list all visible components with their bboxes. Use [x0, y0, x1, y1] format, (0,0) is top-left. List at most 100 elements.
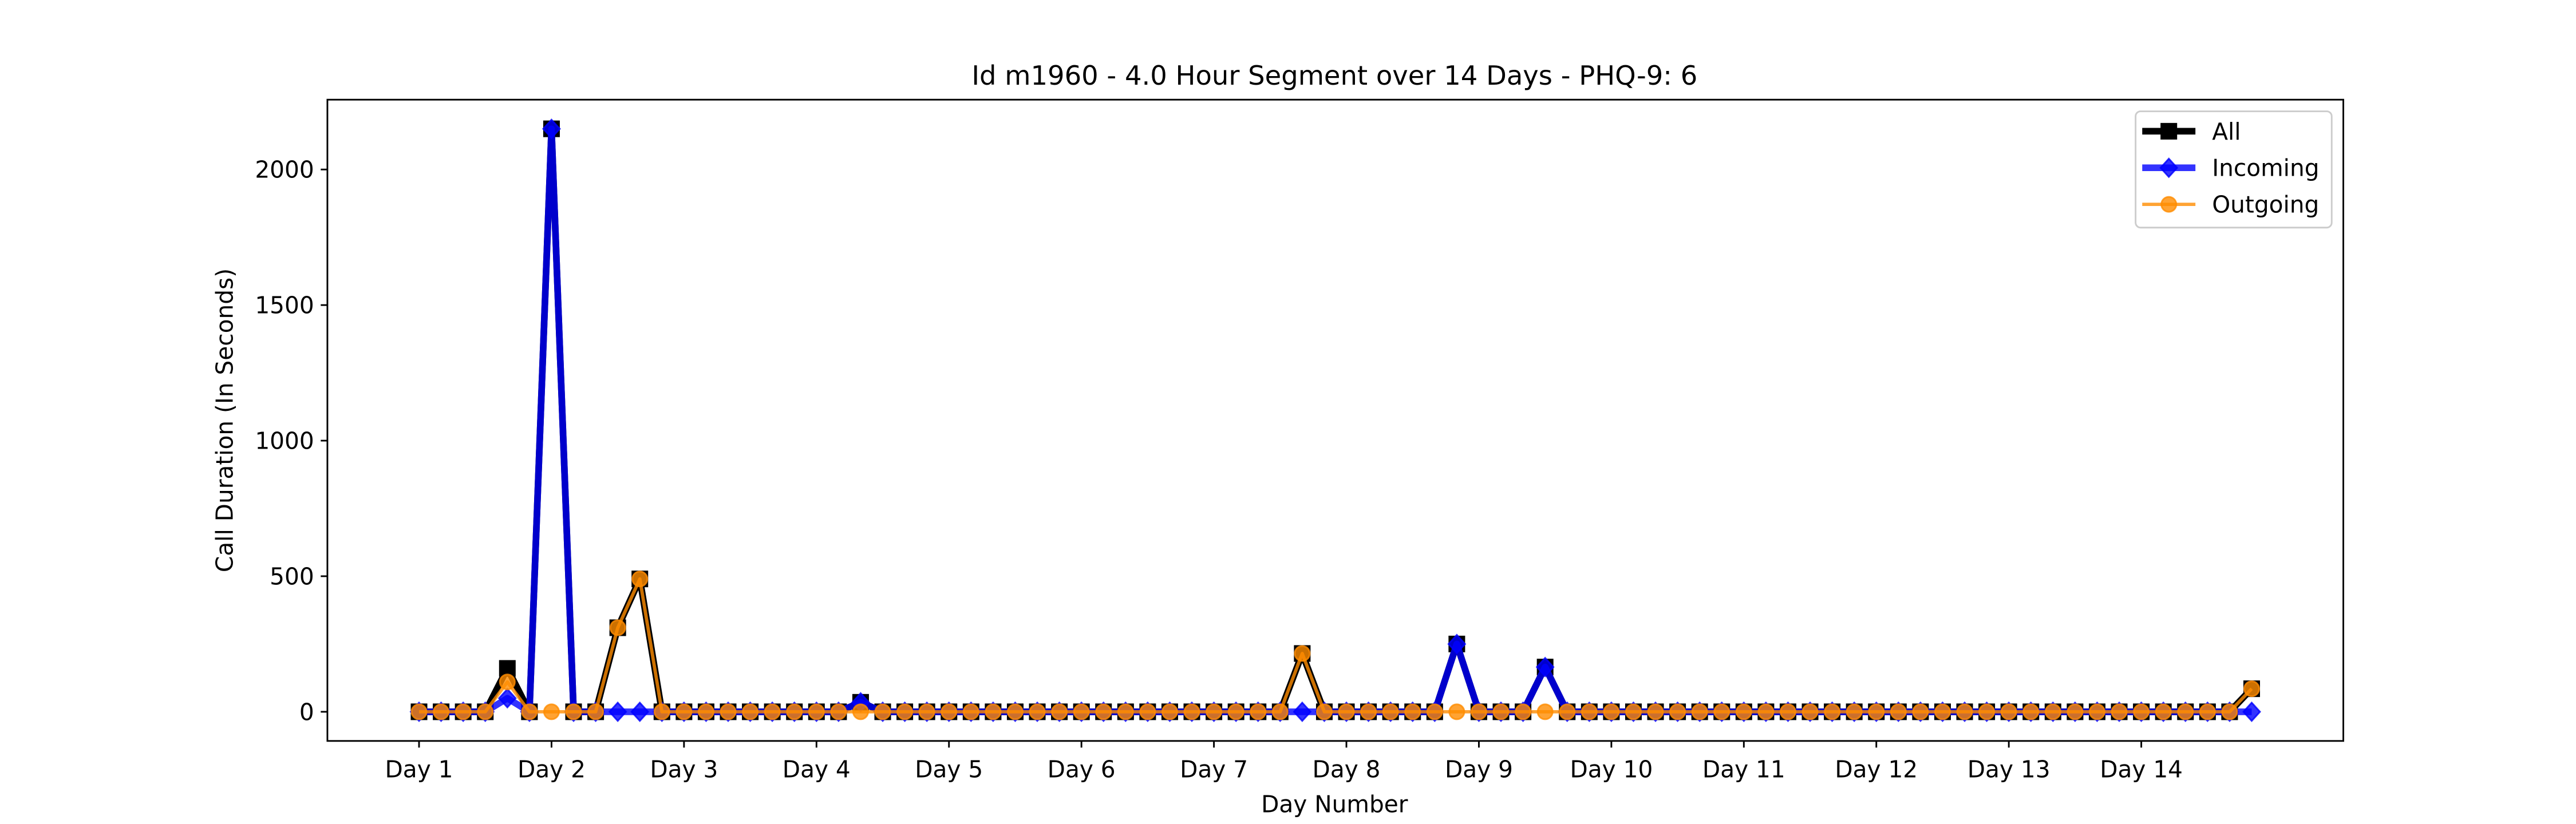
legend-label: All	[2212, 118, 2241, 145]
marker-circle	[2243, 680, 2260, 698]
marker-circle	[830, 703, 847, 720]
marker-circle	[1161, 703, 1178, 720]
x-tick-label: Day 11	[1702, 756, 1785, 783]
marker-circle	[433, 703, 450, 720]
marker-circle	[2155, 703, 2172, 720]
marker-circle	[1271, 703, 1289, 720]
marker-diamond	[2159, 157, 2179, 179]
marker-circle	[720, 703, 737, 720]
marker-circle	[764, 703, 781, 720]
plot-frame	[326, 98, 2344, 742]
marker-circle	[697, 703, 714, 720]
marker-circle	[1360, 703, 1377, 720]
marker-circle	[1029, 703, 1046, 720]
marker-circle	[410, 703, 428, 720]
marker-circle	[1801, 703, 1819, 720]
marker-circle	[1757, 703, 1775, 720]
marker-diamond	[497, 688, 517, 709]
marker-circle	[1824, 703, 1841, 720]
marker-circle	[2133, 703, 2150, 720]
marker-diamond	[2242, 701, 2261, 723]
series-2	[410, 571, 2260, 720]
x-tick-label: Day 14	[2100, 756, 2183, 783]
marker-circle	[1338, 703, 1355, 720]
marker-circle	[1515, 703, 1532, 720]
marker-circle	[1206, 703, 1223, 720]
marker-circle	[1294, 645, 1311, 662]
marker-circle	[1978, 703, 1996, 720]
marker-circle	[1868, 703, 1885, 720]
marker-circle	[2067, 703, 2084, 720]
marker-circle	[521, 703, 538, 720]
x-tick-label: Day 10	[1570, 756, 1653, 783]
marker-circle	[1250, 703, 1267, 720]
marker-circle	[675, 703, 693, 720]
marker-circle	[1051, 703, 1068, 720]
marker-circle	[1603, 703, 1620, 720]
x-tick-label: Day 2	[517, 756, 586, 783]
marker-circle	[477, 703, 494, 720]
x-tick-label: Day 4	[783, 756, 851, 783]
marker-circle	[1382, 703, 1399, 720]
legend-box	[2135, 110, 2333, 229]
marker-circle	[742, 703, 759, 720]
marker-circle	[1559, 703, 1576, 720]
marker-circle	[631, 571, 649, 588]
x-tick-label: Day 9	[1445, 756, 1513, 783]
marker-circle	[1536, 703, 1554, 720]
marker-circle	[874, 703, 891, 720]
x-tick-label: Day 6	[1048, 756, 1116, 783]
marker-circle	[1779, 703, 1796, 720]
marker-circle	[2221, 703, 2238, 720]
marker-circle	[499, 674, 516, 691]
marker-diamond	[608, 701, 627, 723]
marker-circle	[1470, 703, 1487, 720]
marker-circle	[1448, 703, 1465, 720]
marker-circle	[918, 703, 935, 720]
legend-label: Outgoing	[2212, 191, 2319, 219]
marker-circle	[1625, 703, 1642, 720]
x-tick-label: Day 12	[1835, 756, 1918, 783]
marker-circle	[1691, 703, 1708, 720]
marker-circle	[2022, 703, 2040, 720]
marker-circle	[2111, 703, 2128, 720]
marker-circle	[1581, 703, 1598, 720]
marker-circle	[1669, 703, 1686, 720]
marker-circle	[2088, 703, 2105, 720]
marker-circle	[653, 703, 670, 720]
marker-diamond	[630, 701, 650, 723]
marker-circle	[1404, 703, 1421, 720]
x-tick-label: Day 7	[1180, 756, 1248, 783]
marker-circle	[455, 703, 472, 720]
y-tick-label: 2000	[255, 156, 314, 184]
marker-diamond	[1293, 701, 1312, 723]
marker-circle	[609, 619, 626, 636]
marker-circle	[1934, 703, 1951, 720]
marker-circle	[1426, 703, 1443, 720]
marker-circle	[1183, 703, 1200, 720]
marker-circle	[2000, 703, 2017, 720]
x-axis-label: Day Number	[1261, 791, 1408, 818]
marker-circle	[941, 703, 958, 720]
marker-circle	[2177, 703, 2194, 720]
marker-square	[499, 660, 516, 677]
marker-circle	[1912, 703, 1929, 720]
marker-circle	[1073, 703, 1090, 720]
marker-circle	[786, 703, 803, 720]
marker-circle	[1846, 703, 1863, 720]
marker-circle	[1956, 703, 1973, 720]
y-tick-label: 1500	[255, 292, 314, 319]
marker-circle	[1227, 703, 1244, 720]
marker-circle	[565, 703, 582, 720]
marker-circle	[2160, 196, 2178, 213]
marker-circle	[2199, 703, 2216, 720]
marker-circle	[587, 703, 605, 720]
x-tick-label: Day 8	[1313, 756, 1381, 783]
marker-circle	[1647, 703, 1664, 720]
marker-circle	[896, 703, 914, 720]
marker-circle	[1492, 703, 1510, 720]
chart-title: Id m1960 - 4.0 Hour Segment over 14 Days…	[971, 60, 1697, 91]
marker-circle	[1713, 703, 1730, 720]
